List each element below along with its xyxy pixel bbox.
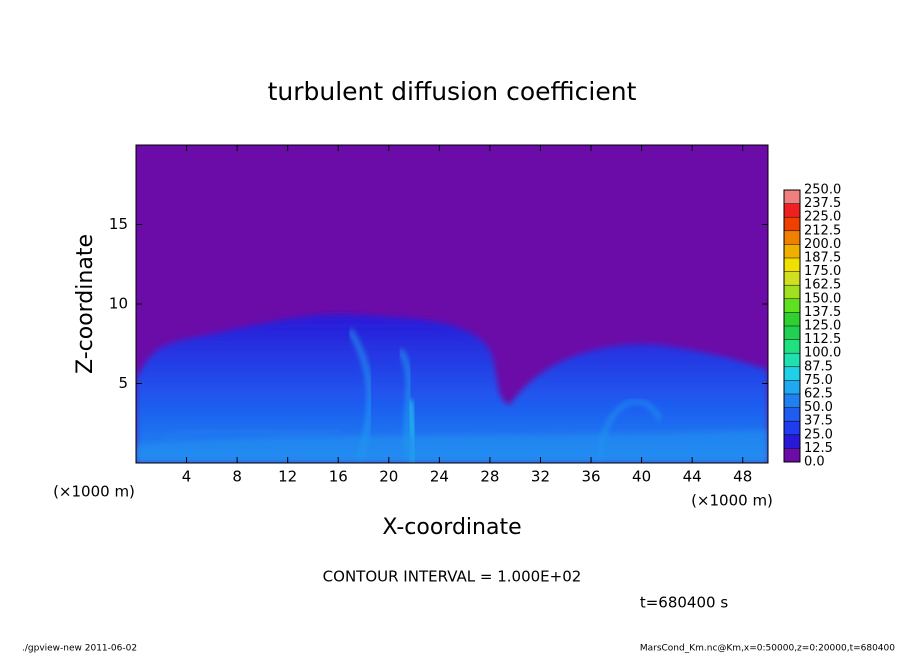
colorbar-swatch bbox=[784, 258, 800, 272]
turbulent-region bbox=[136, 314, 768, 463]
contour-interval: CONTOUR INTERVAL = 1.000E+02 bbox=[323, 568, 582, 586]
colorbar-swatch bbox=[784, 271, 800, 286]
y-tick-label: 10 bbox=[109, 295, 128, 313]
colorbar-swatch bbox=[784, 366, 800, 381]
colorbar-swatch bbox=[784, 203, 800, 218]
colorbar-swatch bbox=[784, 230, 800, 245]
y-axis-label: Z-coordinate bbox=[73, 234, 98, 374]
x-tick-label: 32 bbox=[531, 468, 550, 486]
colorbar-swatch bbox=[784, 326, 800, 340]
x-unit-left: (×1000 m) bbox=[53, 483, 135, 501]
time-label: t=680400 s bbox=[640, 594, 728, 612]
streak bbox=[159, 428, 341, 442]
colorbar-swatch bbox=[784, 339, 800, 354]
colorbar-label: 0.0 bbox=[804, 455, 825, 470]
x-tick-label: 4 bbox=[182, 468, 192, 486]
x-tick-label: 28 bbox=[480, 468, 499, 486]
colorbar-swatch bbox=[784, 380, 800, 394]
colorbar-swatch bbox=[784, 448, 800, 462]
colorbar-label: 162.5 bbox=[804, 278, 841, 293]
x-unit-right: (×1000 m) bbox=[691, 492, 773, 510]
colorbar-label: 175.0 bbox=[804, 264, 841, 279]
colorbar-label: 112.5 bbox=[804, 332, 841, 347]
footer-left: ./gpview-new 2011-06-02 bbox=[22, 644, 137, 654]
colorbar-swatch bbox=[784, 298, 800, 313]
colorbar-swatch bbox=[784, 421, 800, 435]
colorbar-label: 187.5 bbox=[804, 251, 841, 266]
colorbar-label: 200.0 bbox=[804, 237, 841, 252]
colorbar-label: 12.5 bbox=[804, 441, 833, 456]
x-tick-label: 16 bbox=[329, 468, 348, 486]
colorbar-swatch bbox=[784, 285, 800, 299]
colorbar-label: 250.0 bbox=[804, 183, 841, 198]
colorbar-label: 100.0 bbox=[804, 346, 841, 361]
x-tick-label: 24 bbox=[430, 468, 449, 486]
colorbar-swatch bbox=[784, 407, 800, 422]
colorbar-swatch bbox=[784, 244, 800, 258]
plot-area bbox=[135, 144, 769, 464]
chart-title: turbulent diffusion coefficient bbox=[268, 77, 637, 106]
colorbar-label: 87.5 bbox=[804, 359, 833, 374]
colorbar-label: 137.5 bbox=[804, 305, 841, 320]
colorbar-label: 125.0 bbox=[804, 319, 841, 334]
colorbar-swatch bbox=[784, 353, 800, 367]
x-tick-label: 40 bbox=[632, 468, 651, 486]
x-tick-label: 12 bbox=[278, 468, 297, 486]
y-tick-label: 5 bbox=[118, 374, 128, 392]
colorbar-swatch bbox=[784, 312, 800, 326]
colorbar-label: 237.5 bbox=[804, 196, 841, 211]
x-tick-label: 44 bbox=[683, 468, 702, 486]
y-tick-label: 15 bbox=[109, 215, 128, 233]
x-tick-label: 36 bbox=[581, 468, 600, 486]
colorbar-label: 150.0 bbox=[804, 291, 841, 306]
colorbar-swatch bbox=[784, 434, 800, 449]
colorbar-swatch bbox=[784, 217, 800, 231]
surface-layer bbox=[136, 430, 768, 463]
x-tick-label: 48 bbox=[733, 468, 752, 486]
colorbar-label: 212.5 bbox=[804, 223, 841, 238]
colorbar-label: 25.0 bbox=[804, 427, 833, 442]
colorbar-swatch bbox=[784, 394, 800, 408]
x-tick-label: 8 bbox=[232, 468, 242, 486]
x-axis-label: X-coordinate bbox=[382, 515, 521, 540]
colorbar-swatch bbox=[784, 190, 800, 204]
colorbar-label: 75.0 bbox=[804, 373, 833, 388]
colorbar-label: 62.5 bbox=[804, 387, 833, 402]
colorbar-label: 225.0 bbox=[804, 210, 841, 225]
colorbar-label: 37.5 bbox=[804, 414, 833, 429]
colorbar-label: 50.0 bbox=[804, 400, 833, 415]
footer-right: MarsCond_Km.nc@Km,x=0:50000,z=0:20000,t=… bbox=[640, 644, 895, 654]
field bbox=[136, 314, 768, 463]
x-tick-label: 20 bbox=[379, 468, 398, 486]
